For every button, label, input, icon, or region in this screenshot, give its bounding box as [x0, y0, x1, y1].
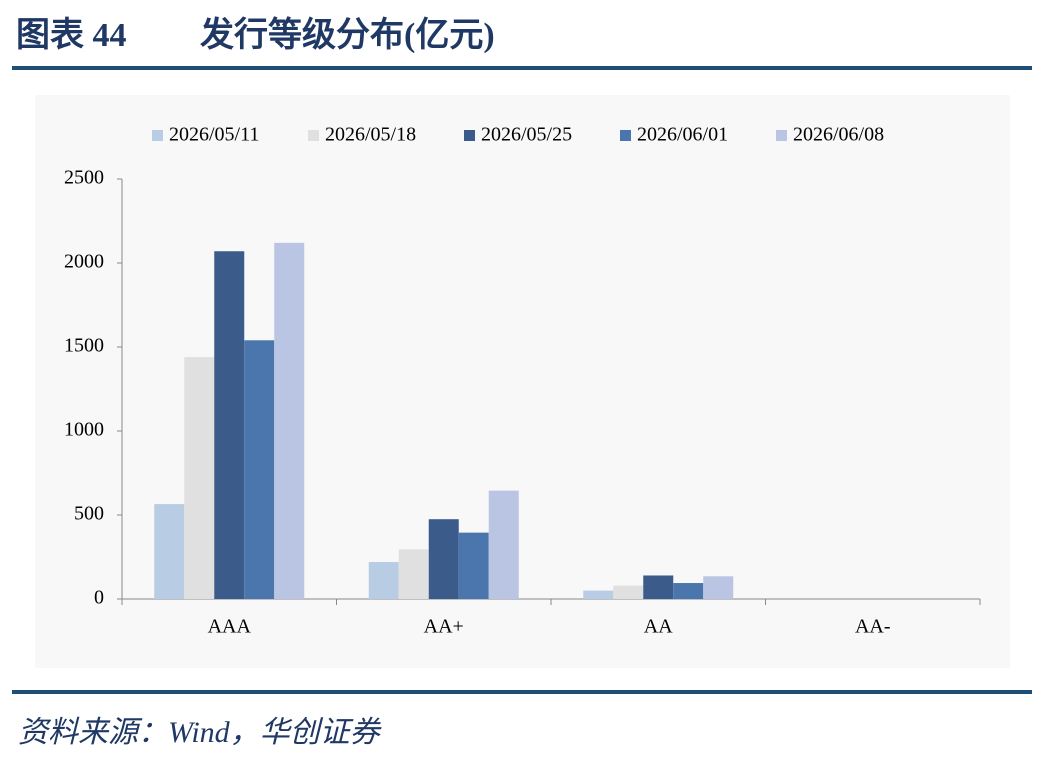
bar: [703, 576, 734, 599]
legend-label: 2026/05/25: [481, 124, 572, 146]
y-tick-label: 1000: [64, 419, 104, 441]
bar: [398, 549, 429, 599]
bar: [488, 490, 519, 599]
legend-swatch: [464, 130, 475, 141]
bar: [274, 242, 305, 599]
bar: [613, 585, 644, 599]
x-tick-label: AA+: [424, 616, 464, 638]
bar: [214, 251, 245, 600]
bar: [184, 357, 215, 599]
y-tick-label: 500: [74, 503, 104, 525]
legend-label: 2026/05/18: [325, 124, 416, 146]
y-tick-label: 1500: [64, 335, 104, 357]
title-rule: [12, 66, 1032, 70]
bar: [458, 532, 489, 599]
legend-label: 2026/05/11: [169, 124, 259, 146]
x-tick-label: AA-: [855, 616, 891, 638]
footer-rule: [12, 690, 1032, 694]
figure-label: 图表 44: [16, 16, 127, 54]
legend-swatch: [776, 130, 787, 141]
bar: [428, 519, 459, 599]
bar: [154, 504, 185, 599]
x-tick-label: AA: [644, 616, 673, 638]
y-tick-label: 2000: [64, 251, 104, 273]
chart-title: 发行等级分布(亿元): [200, 16, 495, 54]
bar: [244, 340, 275, 599]
y-tick-label: 2500: [64, 167, 104, 189]
x-tick-label: AAA: [208, 616, 252, 638]
legend-label: 2026/06/08: [793, 124, 884, 146]
legend-swatch: [152, 130, 163, 141]
legend-swatch: [308, 130, 319, 141]
bar: [673, 583, 704, 599]
source-note: 资料来源：Wind，华创证券: [18, 716, 382, 749]
legend-swatch: [620, 130, 631, 141]
bar: [583, 590, 614, 599]
legend-label: 2026/06/01: [637, 124, 728, 146]
bar: [643, 575, 674, 599]
y-tick-label: 0: [94, 587, 104, 609]
bar: [368, 562, 399, 599]
